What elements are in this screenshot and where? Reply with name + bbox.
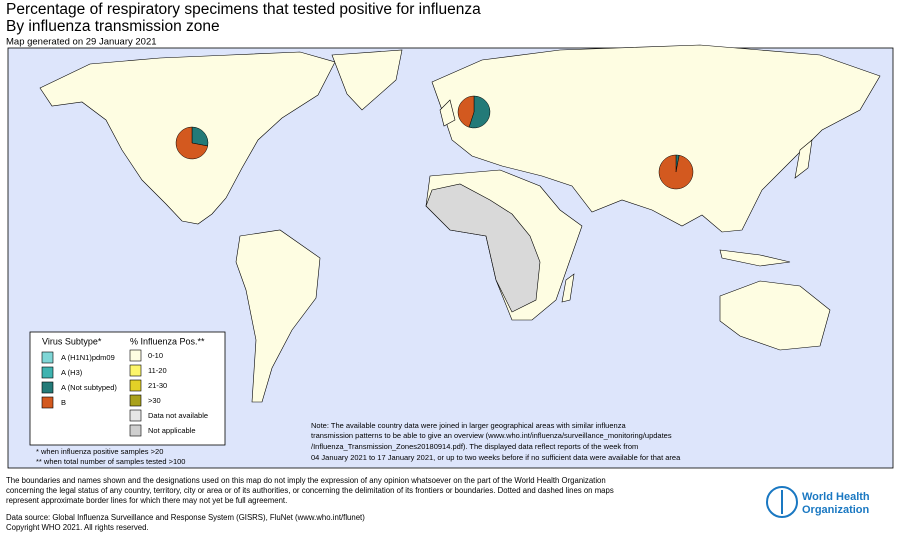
note-line: /Influenza_Transmission_Zones20180914.pd… — [311, 442, 638, 451]
note-line: transmission patterns to be able to give… — [311, 431, 672, 440]
indonesia — [719, 249, 791, 267]
note-line: 04 January 2021 to 17 January 2021, or u… — [311, 453, 681, 462]
pie-slice — [457, 95, 475, 128]
greenland — [331, 49, 403, 111]
legend-label: A (H1N1)pdm09 — [61, 353, 115, 362]
uk — [439, 99, 456, 127]
legend-label: Data not available — [148, 411, 208, 420]
note: Note: The available country data were jo… — [311, 421, 681, 462]
legend-swatch — [129, 364, 142, 377]
logo-text: World Health — [802, 491, 870, 503]
legend-label: 11-20 — [148, 366, 167, 375]
legend-swatch — [129, 349, 142, 362]
legend-swatch — [129, 424, 142, 437]
legend-label: 21-30 — [148, 381, 167, 390]
copyright: Copyright WHO 2021. All rights reserved. — [6, 523, 149, 532]
title: Percentage of respiratory specimens that… — [6, 1, 481, 18]
legend-subtype-title: Virus Subtype* — [42, 336, 102, 346]
disclaimer-line: represent approximate border lines for w… — [6, 496, 287, 505]
legend-swatch — [129, 379, 142, 392]
subtitle: By influenza transmission zone — [6, 18, 220, 35]
logo-text: Organization — [802, 504, 870, 516]
disclaimer-line: concerning the legal status of any count… — [6, 486, 614, 495]
pie-slice — [658, 154, 694, 190]
footnote: * when influenza positive samples >20 — [36, 447, 163, 456]
legend-pos-title: % Influenza Pos.** — [130, 336, 205, 346]
pie-slice — [191, 126, 209, 147]
legend-label: A (Not subtyped) — [61, 383, 117, 392]
disclaimer: The boundaries and names shown and the d… — [6, 476, 614, 532]
pie-slice — [468, 95, 491, 129]
legend-swatch — [129, 394, 142, 407]
pie-slice — [175, 126, 209, 160]
madagascar — [561, 273, 575, 303]
australia — [719, 280, 831, 351]
africa-not-available — [425, 183, 541, 313]
legend-swatch — [41, 351, 54, 364]
eurasia — [431, 44, 881, 233]
generated: Map generated on 29 January 2021 — [6, 37, 157, 48]
legend-box — [29, 331, 226, 446]
legend-swatch — [129, 409, 142, 422]
footnote: ** when total number of samples tested >… — [36, 457, 185, 466]
japan — [794, 139, 813, 179]
legend: Virus Subtype* % Influenza Pos.** A (H1N… — [29, 331, 226, 446]
legend-label: A (H3) — [61, 368, 83, 377]
legend-swatch — [41, 366, 54, 379]
legend-label: Not applicable — [148, 426, 196, 435]
legend-swatch — [41, 396, 54, 409]
legend-label: B — [61, 398, 66, 407]
disclaimer-line: The boundaries and names shown and the d… — [6, 476, 606, 485]
legend-swatch — [41, 381, 54, 394]
logo-emblem — [766, 486, 798, 518]
legend-label: >30 — [148, 396, 161, 405]
source: Data source: Global Influenza Surveillan… — [6, 513, 365, 522]
south-america — [235, 229, 321, 403]
note-line: Note: The available country data were jo… — [311, 421, 626, 430]
legend-label: 0-10 — [148, 351, 163, 360]
who-logo: World Health Organization — [766, 486, 870, 518]
